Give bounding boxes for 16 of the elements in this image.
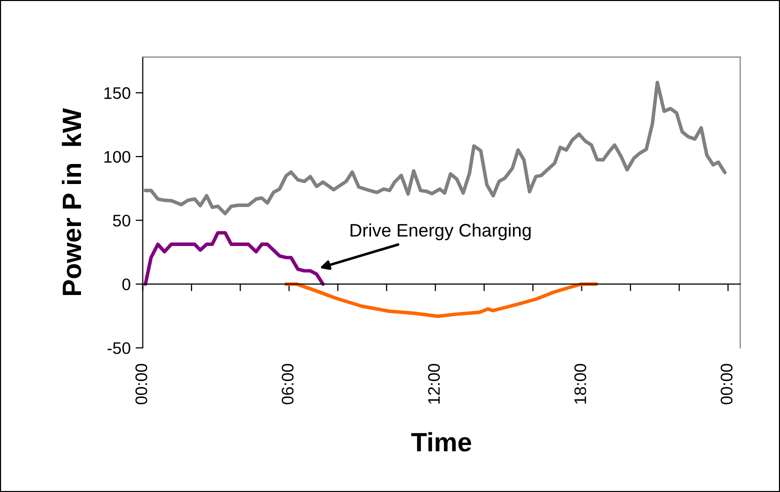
y-tick-label: 0 xyxy=(122,278,130,290)
x-tick-label: 00:00 xyxy=(720,364,732,404)
y-tick-label: 150 xyxy=(104,87,130,99)
x-tick-label: 06:00 xyxy=(282,364,294,404)
line-series xyxy=(144,80,727,216)
y-tick-label: 50 xyxy=(113,214,130,227)
x-tick-label: 18:00 xyxy=(574,364,586,404)
y-axis-title: Power P in kW xyxy=(62,108,82,296)
line-series xyxy=(284,282,598,318)
line-series xyxy=(144,231,325,286)
y-tick-label: 100 xyxy=(104,150,130,163)
y-tick-label: -50 xyxy=(108,342,130,354)
x-tick-label: 12:00 xyxy=(428,364,440,404)
x-axis-title: Time xyxy=(411,432,472,452)
x-tick-label: 00:00 xyxy=(135,364,148,404)
annotation: Drive Energy Charging xyxy=(350,223,531,240)
